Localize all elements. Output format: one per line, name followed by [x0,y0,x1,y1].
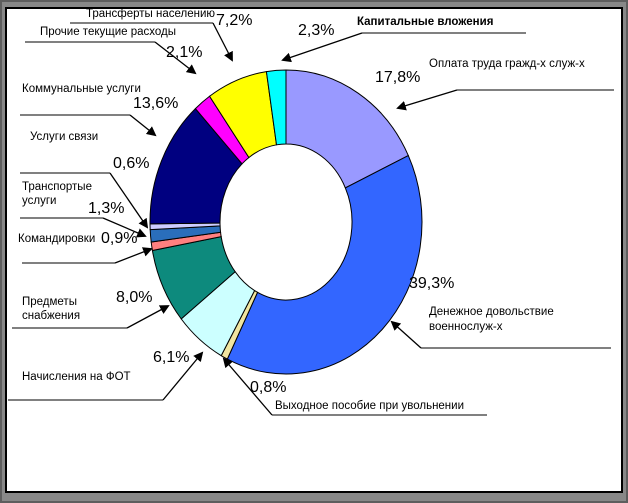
leader-arrow-8 [129,114,157,137]
pct-utilities: 13,6% [133,95,179,112]
leader-arrow-1 [390,320,422,349]
pct-transport-services: 1,3% [88,200,125,217]
label-civil-salaries: Оплата труда гражд-х служ-х [429,58,585,70]
leader-arrow-9 [154,41,197,75]
pct-payroll-charges: 6,1% [153,349,190,366]
pct-capital-investments: 2,3% [298,22,335,39]
label-severance-pay: Выходное пособие при увольнении [275,400,465,412]
donut-slice-11 [265,69,287,146]
pct-business-trips: 0,9% [101,230,138,247]
label-communication-services: Услуги связи [30,131,99,143]
leader-arrow-7 [109,172,149,229]
leader-arrow-11 [281,32,363,63]
pct-other-current-expenses: 2,1% [166,44,203,61]
leader-arrow-10 [212,22,233,62]
leader-arrow-2 [222,357,273,416]
label-other-current-expenses: Прочие текущие расходы [40,26,177,38]
donut-slice-0 [285,69,409,189]
pct-civil-salaries: 17,8% [375,69,421,86]
pct-severance-pay: 0,8% [250,379,287,396]
label-military-pay: Денежное довольствие военнослуж-х [429,306,554,333]
leader-arrow-6 [102,217,147,238]
donut-slice-1 [226,154,423,375]
label-utilities: Коммунальные услуги [22,83,141,95]
pct-military-pay: 39,3% [409,275,455,292]
leader-arrow-0 [396,89,458,111]
label-capital-investments: Капитальные вложения [357,16,494,28]
label-transfers-to-population: Трансферты населению [86,8,216,20]
leader-arrow-5 [114,247,153,264]
pct-communication-services: 0,6% [113,155,150,172]
pct-transfers-to-population: 7,2% [216,12,253,29]
pct-supplies: 8,0% [116,289,153,306]
leader-arrow-4 [126,305,170,329]
label-business-trips: Командировки [18,233,96,245]
leader-arrow-3 [162,351,204,401]
label-supplies: Предметы снабжения [22,296,81,322]
label-transport-services: Транспортые услуги [22,181,92,207]
label-payroll-charges: Начисления на ФОТ [22,371,131,383]
